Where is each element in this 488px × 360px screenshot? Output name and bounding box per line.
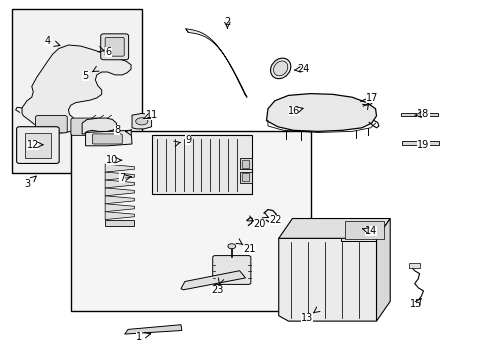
Ellipse shape <box>227 244 235 249</box>
Polygon shape <box>105 188 134 196</box>
Bar <box>401 141 438 145</box>
Text: 20: 20 <box>252 219 265 229</box>
Bar <box>151 135 251 194</box>
Bar <box>344 221 383 239</box>
Text: 11: 11 <box>145 110 158 120</box>
Text: 10: 10 <box>106 155 119 165</box>
Text: 6: 6 <box>105 47 111 57</box>
Bar <box>71 131 310 311</box>
Polygon shape <box>124 325 182 334</box>
FancyBboxPatch shape <box>35 116 67 133</box>
Polygon shape <box>105 204 134 212</box>
Text: 15: 15 <box>409 299 422 309</box>
Ellipse shape <box>270 58 290 78</box>
Polygon shape <box>105 196 134 204</box>
Bar <box>242 160 249 168</box>
FancyBboxPatch shape <box>105 37 124 56</box>
Bar <box>400 113 437 116</box>
Polygon shape <box>105 180 134 188</box>
Text: 22: 22 <box>268 215 281 225</box>
Bar <box>12 9 142 173</box>
Polygon shape <box>105 212 134 220</box>
Text: 3: 3 <box>25 179 31 189</box>
Polygon shape <box>105 172 134 180</box>
Text: 23: 23 <box>211 285 224 295</box>
Text: 8: 8 <box>114 125 120 135</box>
Polygon shape <box>266 94 376 131</box>
Ellipse shape <box>273 61 287 76</box>
Polygon shape <box>85 130 132 146</box>
Text: 2: 2 <box>224 17 230 27</box>
Text: 14: 14 <box>364 226 376 236</box>
Polygon shape <box>278 238 376 321</box>
Polygon shape <box>22 45 131 133</box>
Polygon shape <box>278 219 389 238</box>
Bar <box>341 218 387 241</box>
FancyBboxPatch shape <box>17 127 59 163</box>
Text: 9: 9 <box>185 135 191 145</box>
FancyBboxPatch shape <box>101 34 128 60</box>
Text: 5: 5 <box>82 71 88 81</box>
Bar <box>408 263 419 268</box>
Text: 1: 1 <box>136 332 142 342</box>
Polygon shape <box>185 29 246 97</box>
FancyBboxPatch shape <box>71 118 100 135</box>
Bar <box>105 220 134 226</box>
Polygon shape <box>132 113 151 129</box>
FancyBboxPatch shape <box>212 256 250 284</box>
Text: 17: 17 <box>366 93 378 103</box>
Text: 19: 19 <box>416 140 429 150</box>
Ellipse shape <box>135 118 148 125</box>
Polygon shape <box>105 164 134 172</box>
Bar <box>239 158 251 169</box>
Text: 24: 24 <box>296 64 309 74</box>
Bar <box>239 172 251 183</box>
Polygon shape <box>82 118 116 134</box>
Text: 13: 13 <box>300 312 313 323</box>
Text: 12: 12 <box>27 140 40 150</box>
Bar <box>242 173 249 181</box>
Text: 7: 7 <box>119 173 125 183</box>
Text: 4: 4 <box>45 36 51 46</box>
Polygon shape <box>181 271 245 290</box>
Text: 21: 21 <box>243 244 255 254</box>
Polygon shape <box>376 219 389 321</box>
Bar <box>25 133 51 158</box>
Text: 18: 18 <box>416 109 429 120</box>
FancyBboxPatch shape <box>92 134 122 144</box>
Text: 16: 16 <box>287 106 300 116</box>
